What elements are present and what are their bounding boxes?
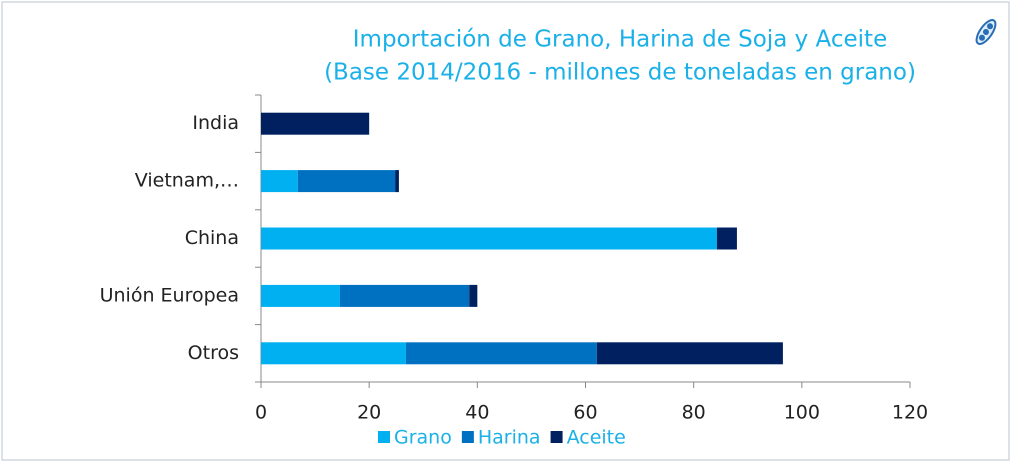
legend-label: Aceite	[567, 427, 626, 449]
chart-title: Importación de Grano, Harina de Soja y A…	[353, 27, 887, 53]
bar-segment	[395, 170, 399, 193]
bar-segment	[716, 227, 737, 250]
legend-swatch	[461, 431, 474, 443]
bar-segment	[261, 342, 406, 365]
x-tick-label: 120	[892, 402, 928, 424]
x-tick-label: 80	[682, 402, 706, 424]
logo	[975, 19, 997, 45]
y-tick-label: Otros	[188, 342, 239, 364]
bar-segment	[261, 112, 370, 135]
legend-label: Harina	[478, 427, 541, 449]
bar-segment	[261, 227, 717, 250]
x-tick-label: 40	[465, 402, 489, 424]
y-tick-label: Vietnam,…	[135, 170, 239, 192]
bar-segment	[261, 284, 340, 307]
x-tick-label: 20	[357, 402, 381, 424]
bar-segment	[339, 284, 470, 307]
y-tick-label: India	[192, 112, 239, 134]
bar-segment	[596, 342, 783, 365]
legend-label: Grano	[394, 427, 452, 449]
chart-subtitle: (Base 2014/2016 - millones de toneladas …	[324, 60, 916, 86]
bar-segment	[261, 170, 298, 193]
bar-segment	[405, 342, 597, 365]
legend-swatch	[378, 431, 390, 443]
bar-segment	[297, 170, 396, 193]
y-tick-label: Unión Europea	[100, 284, 239, 306]
x-tick-label: 60	[573, 402, 597, 424]
bar-segment	[469, 284, 478, 307]
y-tick-label: China	[185, 227, 239, 249]
x-tick-label: 100	[784, 402, 820, 424]
x-tick-label: 0	[255, 402, 267, 424]
legend-swatch	[550, 431, 563, 443]
